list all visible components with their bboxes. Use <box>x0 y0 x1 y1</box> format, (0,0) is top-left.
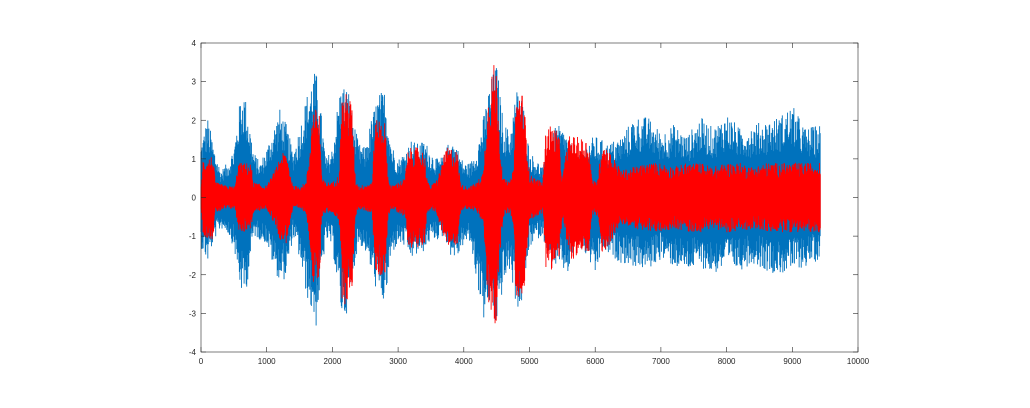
x-tick-label: 9000 <box>783 357 801 366</box>
x-tick-label: 0 <box>199 357 204 366</box>
y-tick-label: -3 <box>189 309 197 318</box>
x-tick-label: 3000 <box>389 357 407 366</box>
x-tick-label: 7000 <box>652 357 670 366</box>
y-axis: -4 -3 -2 -1 0 1 2 3 4 <box>189 39 858 357</box>
x-axis: 0 1000 2000 3000 4000 5000 6000 7000 8000 9000 100… <box>199 43 870 366</box>
x-tick-label: 1000 <box>258 357 276 366</box>
x-tick-label: 5000 <box>521 357 539 366</box>
y-tick-label: 0 <box>192 194 197 203</box>
y-tick-label: 2 <box>192 116 197 125</box>
x-tick-label: 4000 <box>455 357 473 366</box>
x-tick-label: 8000 <box>718 357 736 366</box>
x-tick-label: 2000 <box>324 357 342 366</box>
y-tick-label: -4 <box>189 348 197 357</box>
y-tick-label: -2 <box>189 271 197 280</box>
y-tick-label: 4 <box>192 39 197 48</box>
y-tick-label: 3 <box>192 78 197 87</box>
y-tick-label: 1 <box>192 155 197 164</box>
x-tick-label: 6000 <box>586 357 604 366</box>
x-tick-label: 10000 <box>847 357 870 366</box>
y-tick-label: -1 <box>189 232 197 241</box>
